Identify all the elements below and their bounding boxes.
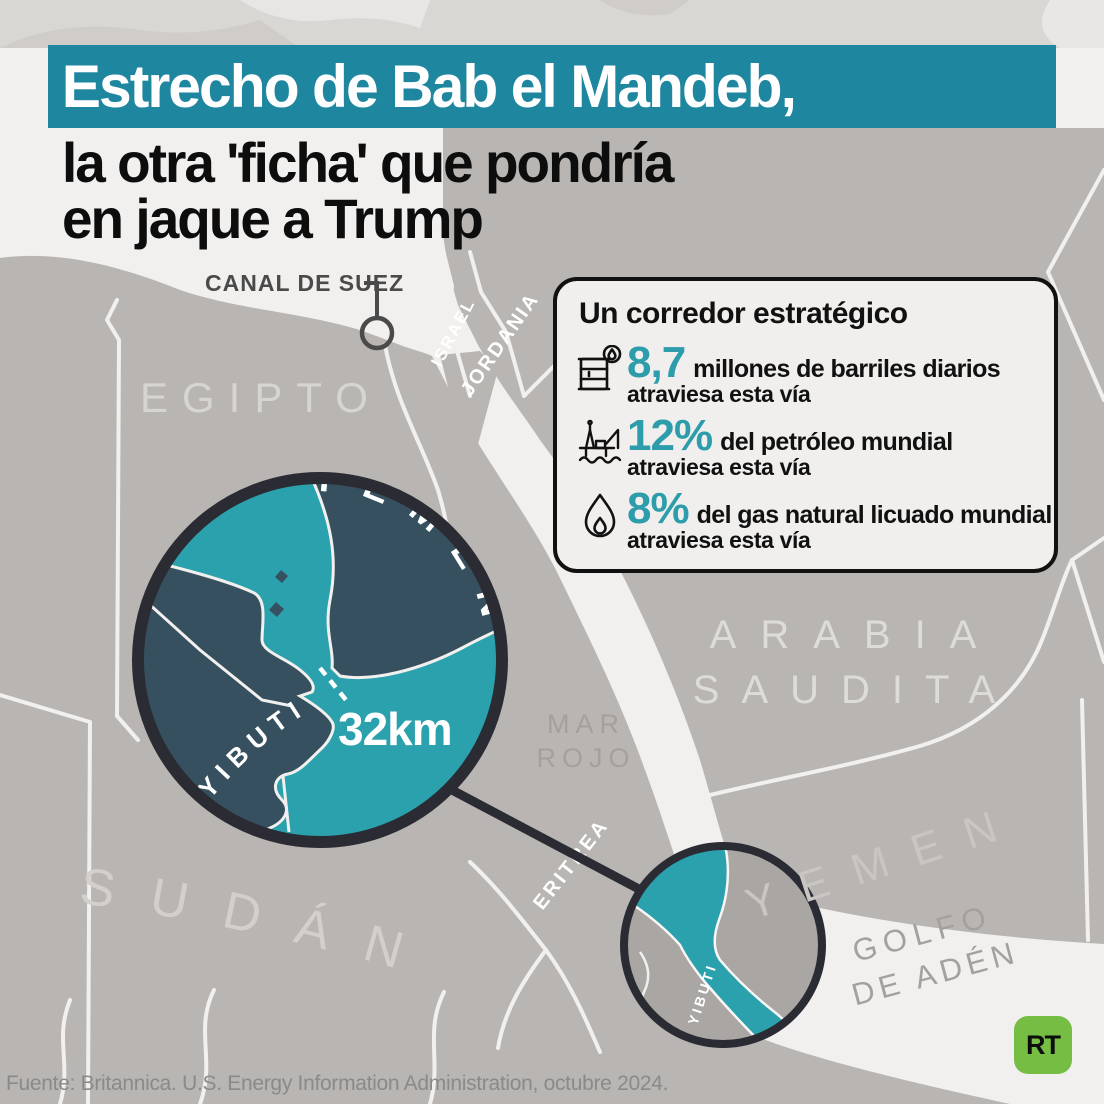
stat-sub-gas: atraviesa esta vía <box>627 527 811 553</box>
detail-circle-ring <box>620 842 826 1048</box>
page-subtitle-line3: en jaque a Trump <box>62 187 484 250</box>
stat-sub-barrels: atraviesa esta vía <box>627 381 811 407</box>
svg-text:SAUDITA: SAUDITA <box>693 668 1017 712</box>
source-credit: Fuente: Britannica. U.S. Energy Informat… <box>6 1072 669 1095</box>
stat-label-gas: del gas natural licuado mundial <box>696 501 1053 529</box>
rt-logo-text: RT <box>1026 1029 1061 1060</box>
label-egipto: EGIPTO <box>140 374 382 421</box>
stats-panel: Un corredor estratégico 8,7 millones de … <box>553 277 1058 573</box>
magnifier-connector <box>449 786 655 900</box>
top-map-strip <box>0 0 1104 48</box>
zoom-circle-strait: YEMEN YIBUTI 32km <box>132 472 508 848</box>
title-banner: Estrecho de Bab el Mandeb, <box>48 45 1056 128</box>
zoom-label-distance: 32km <box>338 703 452 755</box>
suez-marker-circle <box>359 315 395 351</box>
stat-label-oil: del petróleo mundial <box>720 428 953 456</box>
stat-label-barrels: millones de barriles diarios <box>693 355 1001 383</box>
label-mar-rojo: MAR ROJO <box>536 709 635 773</box>
stat-row-gas: 8% del gas natural licuado mundial atrav… <box>573 484 1052 554</box>
svg-text:ARABIA: ARABIA <box>710 613 1001 657</box>
flame-icon <box>573 487 627 554</box>
page-title: Estrecho de Bab el Mandeb, <box>61 53 797 120</box>
stats-panel-heading: Un corredor estratégico <box>579 297 908 330</box>
stat-value-gas: 8% <box>627 484 690 533</box>
strait-dashes <box>318 666 348 702</box>
detail-water <box>624 846 804 1044</box>
oil-rig-icon <box>573 414 627 481</box>
svg-text:ROJO: ROJO <box>536 743 635 773</box>
stat-row-barrels: 8,7 millones de barriles diarios atravie… <box>573 341 1036 408</box>
page-subtitle-line2: la otra 'ficha' que pondría <box>62 131 674 194</box>
detail-circle-strait: YIBUTI <box>620 842 826 1048</box>
svg-text:MAR: MAR <box>547 709 625 739</box>
landmass-sinai <box>440 351 498 474</box>
rt-logo: RT <box>1014 1016 1072 1074</box>
oil-barrel-icon <box>573 341 627 408</box>
stat-sub-oil: atraviesa esta vía <box>627 454 811 480</box>
stat-value-oil: 12% <box>627 411 713 460</box>
stat-value-barrels: 8,7 <box>627 338 686 387</box>
label-arabia-saudita: ARABIA SAUDITA <box>693 613 1017 712</box>
suez-callout: CANAL DE SUEZ <box>205 270 403 351</box>
stat-row-oil: 12% del petróleo mundial atraviesa esta … <box>573 414 1036 481</box>
zoom-circle-ring <box>132 472 508 848</box>
